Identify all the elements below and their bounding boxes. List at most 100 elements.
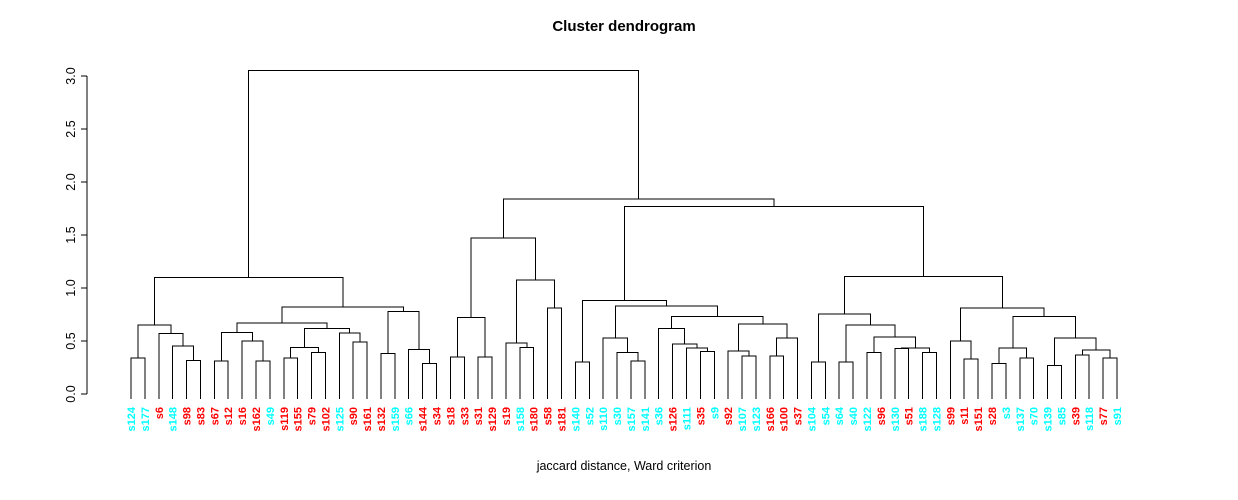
leaf-label: s11 [959, 407, 971, 425]
dendrogram-branch [547, 307, 562, 399]
dendrogram-branch [505, 342, 528, 399]
dendrogram-branch [449, 356, 465, 399]
dendrogram-branch [1019, 357, 1035, 399]
leaf-label: s35 [695, 407, 707, 425]
dendrogram-branch [614, 305, 718, 338]
leaf-label: s52 [584, 407, 596, 425]
leaf-label: s6 [154, 407, 166, 419]
dendrogram-branch [153, 276, 344, 326]
y-axis-tick-label: 0.0 [64, 385, 78, 402]
dendrogram-branch [186, 360, 201, 399]
leaf-label: s91 [1112, 407, 1124, 425]
dendrogram-branch [130, 357, 146, 399]
leaf-label: s51 [904, 407, 916, 425]
leaf-label: s49 [265, 407, 277, 425]
leaf-label: s166 [765, 407, 777, 431]
dendrogram-branch [630, 360, 646, 399]
dendrogram-branch [255, 360, 271, 399]
leaf-label: s3 [1001, 407, 1013, 419]
leaf-label: s144 [418, 406, 430, 431]
leaf-label: s99 [945, 407, 957, 425]
dendrogram-branch [672, 343, 698, 399]
dendrogram-branch [769, 355, 785, 399]
leaf-label: s119 [279, 407, 291, 431]
dendrogram-branch [727, 350, 750, 399]
leaf-label: s130 [890, 407, 902, 431]
leaf-label: s107 [737, 407, 749, 431]
dendrogram-branch [658, 327, 686, 399]
leaf-label: s33 [459, 407, 471, 425]
dendrogram-branch [810, 361, 826, 399]
leaf-label: s132 [376, 407, 388, 431]
leaf-label: s34 [432, 406, 444, 425]
leaf-label: s31 [473, 407, 485, 425]
y-axis-tick-label: 1.0 [64, 279, 78, 296]
dendrogram-branch [172, 345, 194, 399]
leaf-label: s110 [598, 407, 610, 431]
leaf-label: s155 [293, 407, 305, 431]
dendrogram-branch [213, 360, 229, 399]
leaf-label: s139 [1043, 407, 1055, 431]
leaf-label: s36 [654, 407, 666, 425]
dendrogram-branch [1047, 364, 1062, 399]
dendrogram-branch [408, 348, 431, 399]
dendrogram-branch [741, 355, 757, 399]
leaf-label: s92 [723, 407, 735, 425]
dendrogram-branch [1102, 357, 1118, 399]
dendrogram-branch [623, 205, 924, 301]
leaf-label: s180 [529, 407, 541, 431]
dendrogram-branch [894, 347, 910, 399]
dendrogram-branch [838, 361, 854, 399]
leaf-label: s111 [681, 407, 693, 430]
leaf-label: s85 [1056, 407, 1068, 425]
dendrogram-branch [387, 310, 420, 354]
dendrogram-branch [963, 358, 979, 399]
leaf-label: s162 [251, 407, 263, 431]
leaf-label: s140 [570, 407, 582, 431]
dendrogram-branch [845, 324, 896, 363]
leaf-label: s126 [668, 407, 680, 431]
leaf-label: s181 [556, 407, 568, 431]
dendrogram-branch [338, 332, 361, 399]
dendrogram-branch [817, 313, 871, 363]
leaf-label: s37 [793, 407, 805, 425]
leaf-label: s70 [1029, 407, 1041, 425]
leaf-label: s137 [1015, 407, 1027, 431]
dendrogram-branch [456, 317, 486, 357]
leaf-label: s158 [515, 407, 527, 431]
dendrogram-branch [991, 362, 1007, 399]
leaf-label: s96 [876, 407, 888, 425]
leaf-label: s28 [987, 407, 999, 425]
dendrogram-branch [515, 279, 556, 344]
dendrogram-branch [304, 327, 351, 348]
leaf-label: s83 [195, 407, 207, 425]
leaf-label: s39 [1070, 407, 1082, 425]
dendrogram-branch [866, 352, 882, 399]
dendrogram-branch [949, 340, 972, 399]
dendrogram-branch [477, 356, 493, 399]
leaf-label: s122 [862, 407, 874, 431]
leaf-label: s16 [237, 407, 249, 425]
y-axis-tick-label: 0.5 [64, 332, 78, 349]
leaf-label: s188 [918, 407, 930, 431]
dendrogram-branch [671, 316, 764, 329]
leaf-label: s100 [779, 407, 791, 431]
leaf-label: s177 [140, 407, 152, 431]
leaf-label: s30 [612, 407, 624, 425]
dendrogram-branch [311, 352, 326, 399]
dendrogram-branch [1012, 316, 1076, 348]
leaf-label: s124 [126, 406, 138, 431]
leaf-label: s157 [626, 407, 638, 431]
leaf-label: s12 [223, 407, 235, 425]
leaf-label: s58 [543, 407, 555, 425]
leaf-label: s125 [334, 407, 346, 431]
leaf-label: s66 [404, 407, 416, 425]
leaf-label: s148 [168, 407, 180, 431]
leaf-label: s18 [445, 407, 457, 425]
dendrogram-branch [281, 306, 405, 323]
dendrogram-branch [776, 337, 799, 399]
dendrogram-branch [960, 307, 1045, 341]
dendrogram-branch [241, 340, 264, 399]
